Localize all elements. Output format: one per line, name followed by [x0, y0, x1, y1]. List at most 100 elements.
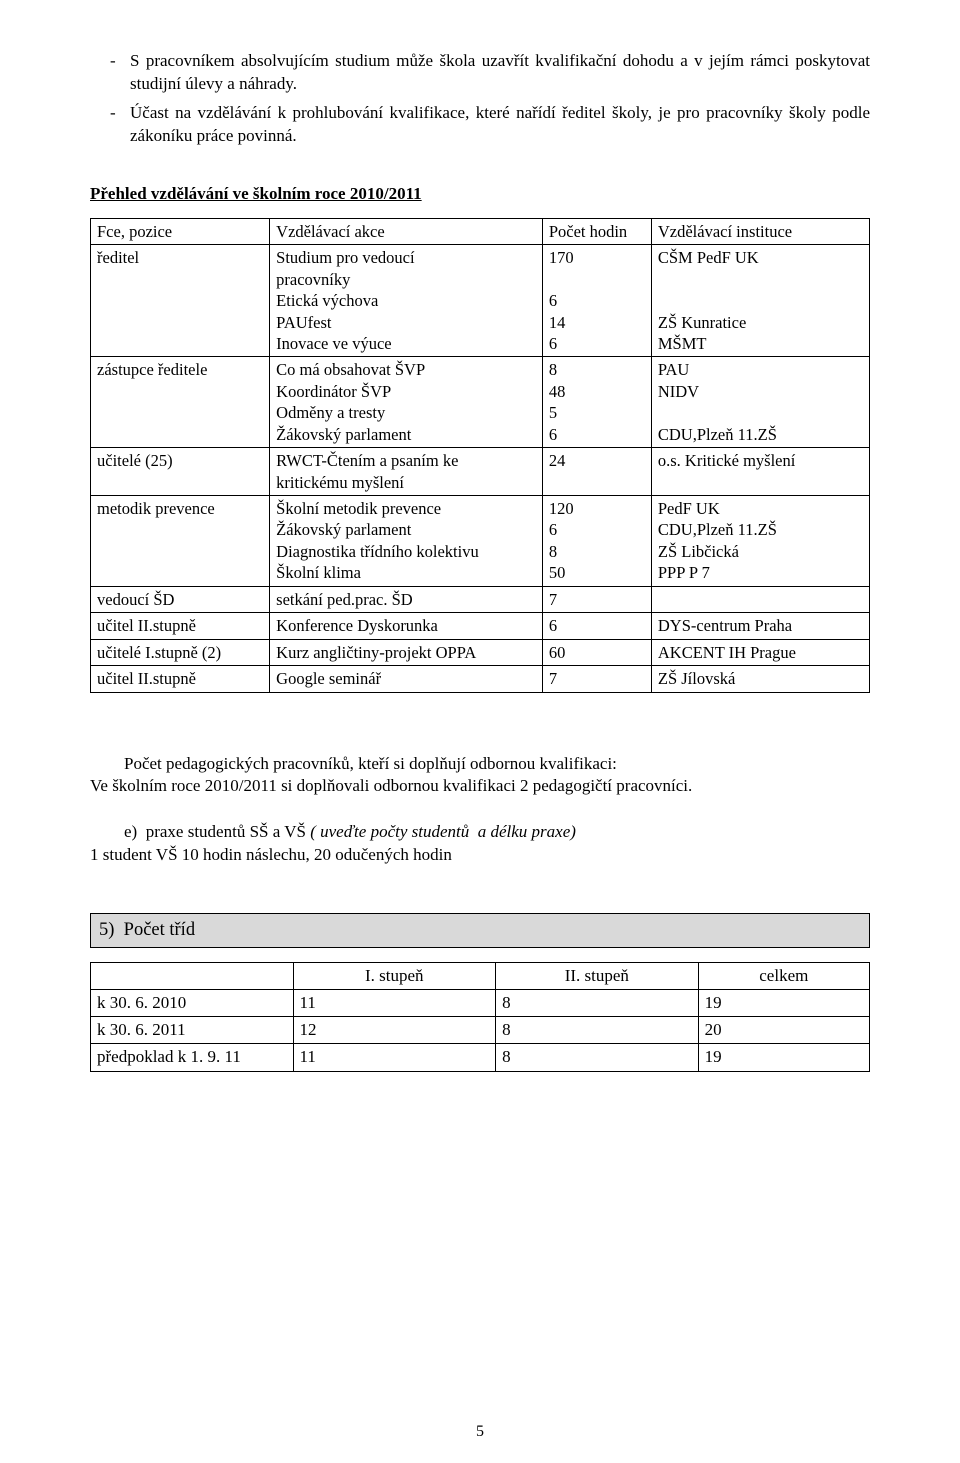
training-table: Fce, pozice Vzdělávací akce Počet hodin … — [90, 218, 870, 693]
para1-line2: Ve školním roce 2010/2011 si doplňovali … — [90, 775, 870, 798]
classes-cell: 20 — [698, 1017, 869, 1044]
cell-hodin: 7 — [542, 586, 651, 612]
para2-line1: e) praxe studentů SŠ a VŠ ( uveďte počty… — [90, 821, 870, 844]
cell-akce: Školní metodik prevenceŽákovský parlamen… — [270, 496, 543, 587]
table-row: k 30. 6. 201011819 — [91, 990, 870, 1017]
classes-cell: 19 — [698, 990, 869, 1017]
cell-hodin-line: 120 — [549, 498, 645, 519]
classes-cell: předpoklad k 1. 9. 11 — [91, 1044, 294, 1071]
cell-instituce: AKCENT IH Prague — [651, 639, 869, 665]
cell-pozice: zástupce ředitele — [91, 357, 270, 448]
cell-hodin-line: 60 — [549, 642, 645, 663]
cell-instituce-line: MŠMT — [658, 333, 863, 354]
th-pozice: Fce, pozice — [91, 218, 270, 244]
cell-akce-line: Školní klima — [276, 562, 536, 583]
cell-hodin: 6 — [542, 613, 651, 639]
cell-akce-line: Diagnostika třídního kolektivu — [276, 541, 536, 562]
classes-cell: 12 — [293, 1017, 496, 1044]
cell-akce-line: Koordinátor ŠVP — [276, 381, 536, 402]
cell-instituce: ZŠ Jílovská — [651, 666, 869, 692]
cell-hodin-line: 48 — [549, 381, 645, 402]
cell-hodin: 1206850 — [542, 496, 651, 587]
cell-hodin: 60 — [542, 639, 651, 665]
cell-hodin-line: 6 — [549, 333, 645, 354]
table-row: metodik prevenceŠkolní metodik prevenceŽ… — [91, 496, 870, 587]
classes-cell: 8 — [496, 1044, 699, 1071]
cell-instituce-line: PedF UK — [658, 498, 863, 519]
cell-akce: Google seminář — [270, 666, 543, 692]
intro-bullets: S pracovníkem absolvujícím studium může … — [90, 50, 870, 148]
table-row: zástupce řediteleCo má obsahovat ŠVPKoor… — [91, 357, 870, 448]
cell-hodin-line — [549, 269, 645, 290]
cell-hodin: 84856 — [542, 357, 651, 448]
classes-cell: 8 — [496, 990, 699, 1017]
cell-akce-line: Co má obsahovat ŠVP — [276, 359, 536, 380]
cell-hodin: 170 6146 — [542, 245, 651, 357]
cell-instituce-line — [658, 290, 863, 311]
cell-hodin-line: 24 — [549, 450, 645, 471]
cell-akce-line: pracovníky — [276, 269, 536, 290]
cell-instituce-line — [658, 269, 863, 290]
cell-hodin-line: 7 — [549, 589, 645, 610]
cell-instituce: o.s. Kritické myšlení — [651, 448, 869, 496]
classes-cell: 11 — [293, 1044, 496, 1071]
cell-akce-line: Etická výchova — [276, 290, 536, 311]
cell-hodin-line: 5 — [549, 402, 645, 423]
cell-hodin: 24 — [542, 448, 651, 496]
para2-prefix: e) praxe studentů SŠ a VŠ — [90, 822, 310, 841]
para1-line1: Počet pedagogických pracovníků, kteří si… — [90, 753, 870, 776]
para2-italic: ( uveďte počty studentů a délku praxe) — [310, 822, 576, 841]
cell-instituce-line: AKCENT IH Prague — [658, 642, 863, 663]
cell-akce-line: Studium pro vedoucí — [276, 247, 536, 268]
table-row: ředitelStudium pro vedoucípracovníkyEtic… — [91, 245, 870, 357]
cell-akce-line: Inovace ve výuce — [276, 333, 536, 354]
cell-akce-line: Odměny a tresty — [276, 402, 536, 423]
cell-akce: RWCT-Čtením a psaním kekritickému myšlen… — [270, 448, 543, 496]
cell-akce: Co má obsahovat ŠVPKoordinátor ŠVPOdměny… — [270, 357, 543, 448]
cell-akce-line: Google seminář — [276, 668, 536, 689]
classes-cell: k 30. 6. 2010 — [91, 990, 294, 1017]
cell-instituce: PAUNIDV CDU,Plzeň 11.ZŠ — [651, 357, 869, 448]
cell-akce: Konference Dyskorunka — [270, 613, 543, 639]
cell-akce-line: Kurz angličtiny-projekt OPPA — [276, 642, 536, 663]
classes-cell: 8 — [496, 1017, 699, 1044]
cell-instituce-line: PPP P 7 — [658, 562, 863, 583]
cell-pozice: metodik prevence — [91, 496, 270, 587]
cell-instituce-line: ZŠ Libčická — [658, 541, 863, 562]
classes-cell: k 30. 6. 2011 — [91, 1017, 294, 1044]
cell-instituce-line: CDU,Plzeň 11.ZŠ — [658, 519, 863, 540]
classes-header-row: I. stupeň II. stupeň celkem — [91, 963, 870, 990]
table-row: učitel II.stupněGoogle seminář7ZŠ Jílovs… — [91, 666, 870, 692]
cell-hodin-line: 8 — [549, 359, 645, 380]
bullet-item: S pracovníkem absolvujícím studium může … — [90, 50, 870, 96]
cell-pozice: učitelé (25) — [91, 448, 270, 496]
classes-cell: 19 — [698, 1044, 869, 1071]
cell-instituce-line: o.s. Kritické myšlení — [658, 450, 863, 471]
cell-hodin-line: 6 — [549, 519, 645, 540]
classes-th-empty — [91, 963, 294, 990]
classes-th-2: II. stupeň — [496, 963, 699, 990]
cell-pozice: vedoucí ŠD — [91, 586, 270, 612]
cell-akce-line: Konference Dyskorunka — [276, 615, 536, 636]
cell-akce: setkání ped.prac. ŠD — [270, 586, 543, 612]
cell-instituce-line — [658, 589, 863, 610]
page-number: 5 — [0, 1423, 960, 1441]
cell-hodin-line — [549, 472, 645, 493]
cell-hodin-line: 8 — [549, 541, 645, 562]
cell-hodin-line: 6 — [549, 424, 645, 445]
th-instituce: Vzdělávací instituce — [651, 218, 869, 244]
classes-table: I. stupeň II. stupeň celkem k 30. 6. 201… — [90, 962, 870, 1071]
table-row: učitelé (25)RWCT-Čtením a psaním kekriti… — [91, 448, 870, 496]
table-row: k 30. 6. 201112820 — [91, 1017, 870, 1044]
cell-akce-line: Žákovský parlament — [276, 424, 536, 445]
cell-hodin-line: 6 — [549, 615, 645, 636]
bullet-item: Účast na vzdělávání k prohlubování kvali… — [90, 102, 870, 148]
cell-instituce-line: ZŠ Jílovská — [658, 668, 863, 689]
cell-hodin-line: 14 — [549, 312, 645, 333]
cell-hodin-line: 7 — [549, 668, 645, 689]
cell-akce-line: kritickému myšlení — [276, 472, 536, 493]
cell-pozice: učitel II.stupně — [91, 613, 270, 639]
cell-akce-line: Školní metodik prevence — [276, 498, 536, 519]
classes-cell: 11 — [293, 990, 496, 1017]
cell-instituce: CŠM PedF UK ZŠ KunraticeMŠMT — [651, 245, 869, 357]
